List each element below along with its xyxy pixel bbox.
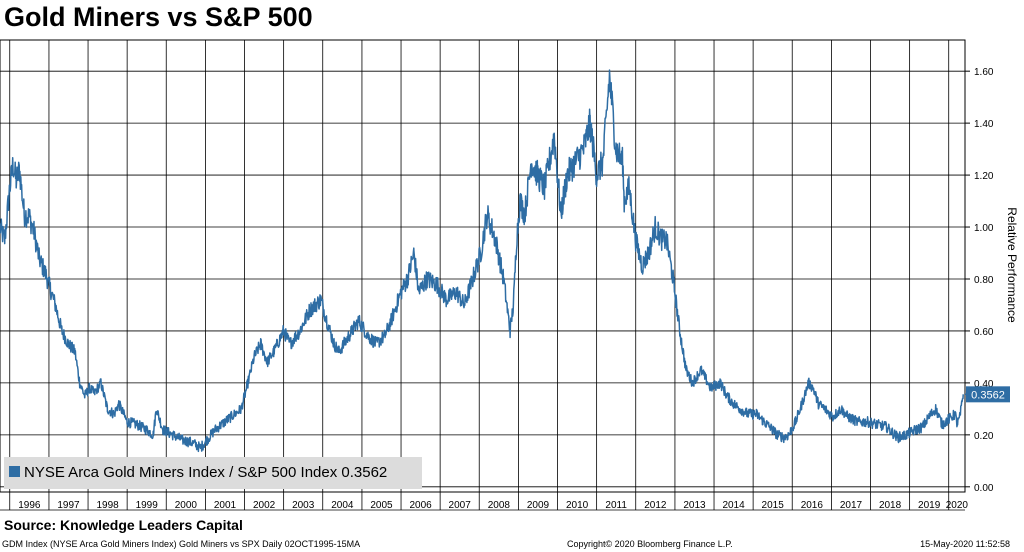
y-tick-label: 1.00 bbox=[974, 223, 994, 234]
x-tick-label: 2020 bbox=[946, 500, 969, 511]
x-tick-label: 2006 bbox=[409, 500, 432, 511]
x-gridlines bbox=[0, 40, 965, 511]
y-tick-labels: 0.00 0.20 0.40 0.60 0.80 1.00 1.20 1.40 1.60 bbox=[974, 67, 994, 494]
x-tick-label: 2009 bbox=[527, 500, 550, 511]
x-tick-label: 2018 bbox=[879, 500, 902, 511]
last-value-badge bbox=[966, 386, 1010, 403]
footer-index-info: GDM Index (NYSE Arca Gold Miners Index) … bbox=[2, 539, 361, 549]
x-tick-label: 2019 bbox=[918, 500, 941, 511]
legend: NYSE Arca Gold Miners Index / S&P 500 In… bbox=[4, 457, 422, 489]
plot-frame bbox=[0, 39, 966, 493]
x-tick-label: 2007 bbox=[449, 500, 472, 511]
y-tick-label: 0.20 bbox=[974, 431, 994, 442]
x-tick-label: 2013 bbox=[683, 500, 706, 511]
series-line bbox=[0, 69, 964, 453]
x-tick-label: 2016 bbox=[801, 500, 824, 511]
x-tick-labels: 1996 1997 1998 1999 2000 2001 2002 2003 2004 2005… bbox=[18, 500, 968, 511]
y-tick-label: 0.00 bbox=[974, 483, 994, 494]
legend-swatch bbox=[9, 466, 20, 477]
x-tick-label: 2001 bbox=[214, 500, 237, 511]
x-tick-label: 1998 bbox=[96, 500, 119, 511]
y-tick-label: 1.60 bbox=[974, 67, 994, 78]
last-value-text: 0.3562 bbox=[971, 389, 1005, 401]
x-tick-label: 2004 bbox=[331, 500, 354, 511]
y-axis-label: Relative Performance bbox=[1005, 207, 1019, 323]
x-tick-label: 1999 bbox=[136, 500, 159, 511]
x-tick-label: 2002 bbox=[253, 500, 276, 511]
source-text: Source: Knowledge Leaders Capital bbox=[4, 517, 243, 533]
y-tick-label: 1.40 bbox=[974, 119, 994, 130]
x-tick-label: 2008 bbox=[488, 500, 511, 511]
y-tick-label: 1.20 bbox=[974, 171, 994, 182]
y-tick-label: 0.40 bbox=[974, 379, 994, 390]
x-tick-label: 1997 bbox=[57, 500, 80, 511]
x-tick-label: 2017 bbox=[840, 500, 863, 511]
x-tick-label: 2014 bbox=[722, 500, 745, 511]
x-tick-label: 2003 bbox=[292, 500, 315, 511]
last-value-label: 0.3562 bbox=[966, 386, 1010, 403]
x-tick-label: 2015 bbox=[762, 500, 785, 511]
x-tick-label: 2012 bbox=[644, 500, 667, 511]
chart-title: Gold Miners vs S&P 500 bbox=[4, 2, 313, 32]
x-tick-label: 2005 bbox=[370, 500, 393, 511]
y-tick-label: 0.60 bbox=[974, 327, 994, 338]
footer-copyright: Copyright© 2020 Bloomberg Finance L.P. bbox=[567, 539, 733, 549]
y-tick-label: 0.80 bbox=[974, 275, 994, 286]
x-tick-label: 2011 bbox=[605, 500, 627, 511]
x-tick-label: 1996 bbox=[18, 500, 41, 511]
footer-timestamp: 15-May-2020 11:52:58 bbox=[920, 539, 1010, 549]
legend-box bbox=[4, 457, 422, 489]
x-tick-label: 2010 bbox=[566, 500, 589, 511]
legend-label: NYSE Arca Gold Miners Index / S&P 500 In… bbox=[24, 464, 387, 481]
x-tick-label: 2000 bbox=[175, 500, 198, 511]
